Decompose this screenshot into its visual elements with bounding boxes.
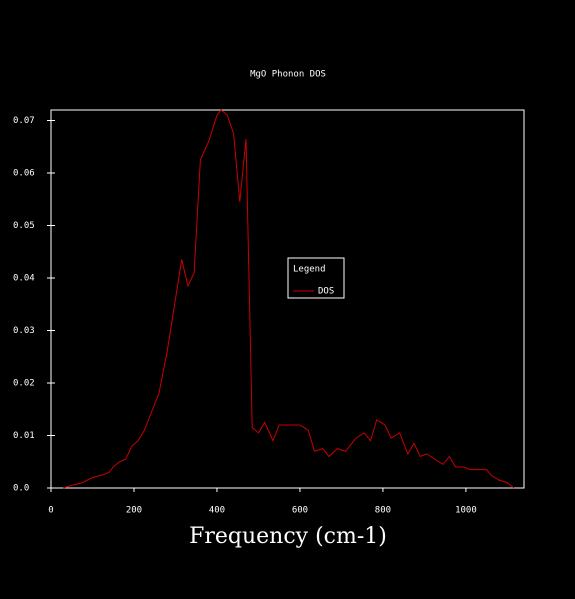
y-tick-label: 0.03 — [13, 326, 35, 336]
legend-title: Legend — [293, 265, 326, 275]
x-tick-label: 0 — [48, 506, 53, 516]
x-tick-label: 200 — [126, 506, 142, 516]
x-tick-label: 600 — [292, 506, 308, 516]
x-axis-label: Frequency (cm-1) — [189, 524, 387, 549]
y-tick-label: 0.02 — [13, 379, 35, 389]
y-tick-label: 0.07 — [13, 116, 35, 126]
x-tick-label: 800 — [375, 506, 391, 516]
data-line — [63, 109, 514, 489]
chart-title: MgO Phonon DOS — [250, 70, 326, 80]
y-tick-label: 0.01 — [13, 431, 35, 441]
y-tick-label: 0.05 — [13, 221, 35, 231]
y-tick-label: 0.06 — [13, 169, 35, 179]
x-tick-label: 1000 — [455, 506, 477, 516]
legend: Legend — [287, 257, 345, 299]
y-tick-label: 0.04 — [13, 274, 35, 284]
x-tick-label: 400 — [209, 506, 225, 516]
y-tick-label: 0.0 — [13, 484, 29, 494]
legend-label: DOS — [318, 287, 334, 297]
plot-frame — [50, 109, 525, 489]
